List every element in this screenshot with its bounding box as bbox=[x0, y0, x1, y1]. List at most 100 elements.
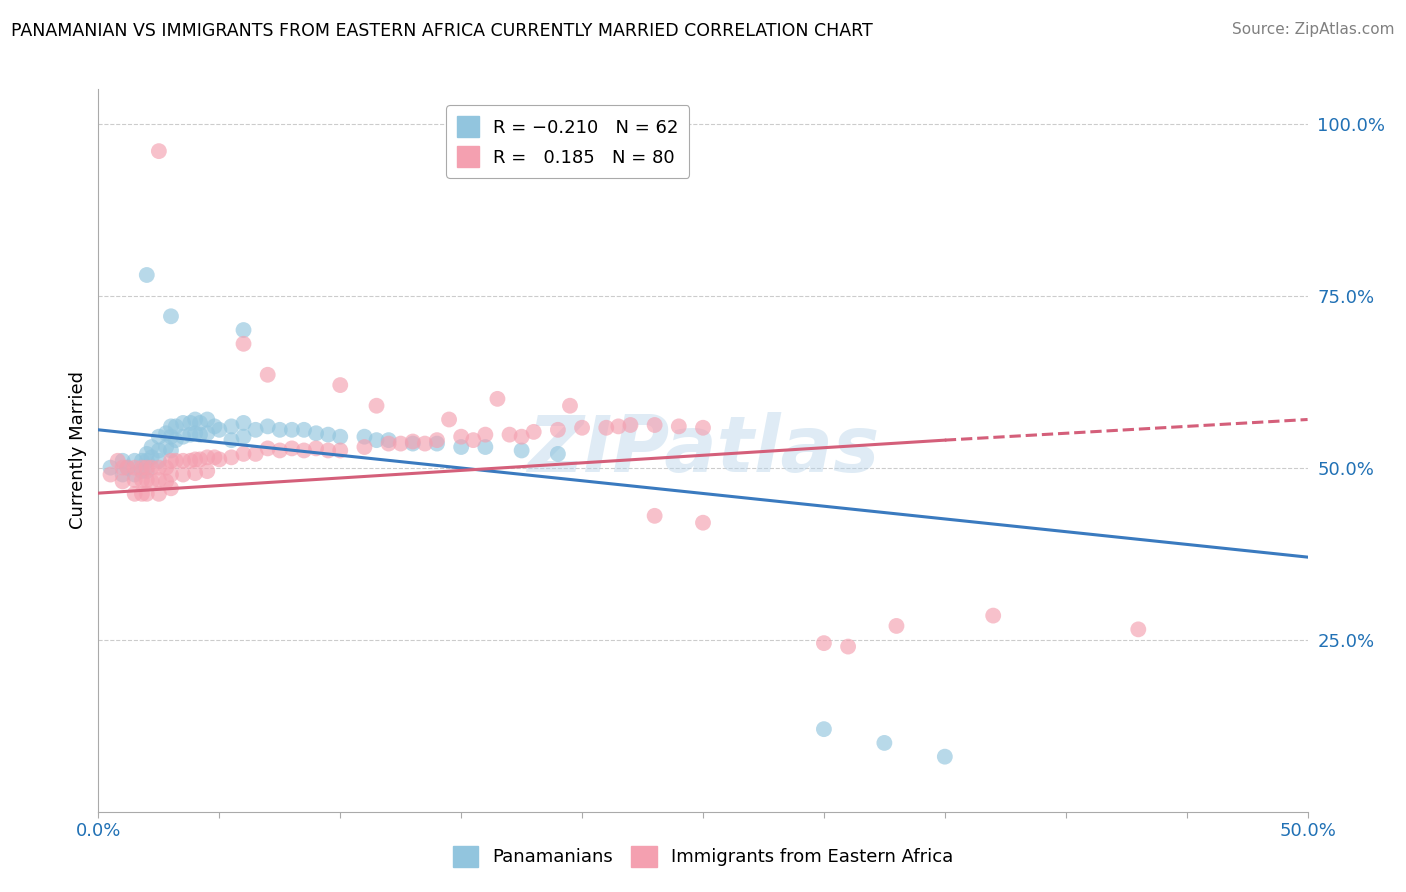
Point bbox=[111, 454, 134, 468]
Point bbox=[619, 417, 641, 432]
Point bbox=[269, 443, 291, 458]
Point bbox=[188, 427, 211, 442]
Point bbox=[329, 443, 352, 458]
Point bbox=[886, 619, 908, 633]
Point bbox=[281, 423, 304, 437]
Point bbox=[148, 473, 170, 487]
Point bbox=[155, 426, 177, 441]
Point bbox=[256, 419, 278, 434]
Point bbox=[135, 268, 157, 282]
Point bbox=[124, 487, 146, 501]
Point bbox=[981, 608, 1004, 623]
Point bbox=[184, 412, 207, 426]
Point bbox=[165, 454, 187, 468]
Point bbox=[316, 427, 339, 442]
Text: PANAMANIAN VS IMMIGRANTS FROM EASTERN AFRICA CURRENTLY MARRIED CORRELATION CHART: PANAMANIAN VS IMMIGRANTS FROM EASTERN AF… bbox=[11, 22, 873, 40]
Point bbox=[204, 419, 226, 434]
Point bbox=[195, 464, 218, 478]
Point bbox=[692, 516, 714, 530]
Point bbox=[353, 440, 375, 454]
Point bbox=[107, 454, 129, 468]
Point bbox=[510, 430, 533, 444]
Point bbox=[155, 475, 177, 489]
Point bbox=[165, 419, 187, 434]
Point bbox=[195, 426, 218, 441]
Point bbox=[426, 433, 449, 447]
Point bbox=[558, 399, 581, 413]
Point bbox=[486, 392, 509, 406]
Point bbox=[692, 421, 714, 435]
Point bbox=[135, 447, 157, 461]
Point bbox=[221, 450, 243, 465]
Point bbox=[498, 427, 520, 442]
Point bbox=[547, 423, 569, 437]
Point bbox=[100, 467, 122, 482]
Point bbox=[873, 736, 896, 750]
Point bbox=[111, 475, 134, 489]
Point bbox=[474, 427, 496, 442]
Point bbox=[124, 460, 146, 475]
Point bbox=[366, 433, 388, 447]
Point bbox=[204, 450, 226, 465]
Point bbox=[131, 464, 153, 478]
Point bbox=[172, 416, 194, 430]
Legend: R = −0.210   N = 62, R =   0.185   N = 80: R = −0.210 N = 62, R = 0.185 N = 80 bbox=[446, 105, 689, 178]
Point bbox=[135, 464, 157, 478]
Point bbox=[463, 433, 485, 447]
Point bbox=[402, 434, 425, 449]
Point bbox=[160, 310, 183, 324]
Point bbox=[148, 443, 170, 458]
Point bbox=[1128, 623, 1150, 637]
Point bbox=[281, 442, 304, 456]
Point bbox=[607, 419, 630, 434]
Point bbox=[269, 423, 291, 437]
Point bbox=[437, 412, 460, 426]
Point bbox=[208, 452, 231, 467]
Point bbox=[148, 487, 170, 501]
Point bbox=[148, 460, 170, 475]
Point bbox=[221, 419, 243, 434]
Point bbox=[256, 368, 278, 382]
Point bbox=[389, 436, 412, 450]
Point bbox=[353, 430, 375, 444]
Point bbox=[232, 323, 254, 337]
Point bbox=[172, 467, 194, 482]
Point bbox=[329, 430, 352, 444]
Point bbox=[165, 433, 187, 447]
Point bbox=[135, 460, 157, 475]
Point bbox=[184, 426, 207, 441]
Point bbox=[148, 144, 170, 158]
Point bbox=[366, 399, 388, 413]
Point bbox=[547, 447, 569, 461]
Point bbox=[160, 443, 183, 458]
Point bbox=[571, 421, 593, 435]
Point bbox=[245, 447, 267, 461]
Point bbox=[172, 454, 194, 468]
Point bbox=[160, 467, 183, 482]
Point bbox=[377, 436, 399, 450]
Point bbox=[135, 454, 157, 468]
Point bbox=[813, 636, 835, 650]
Point bbox=[124, 467, 146, 482]
Point bbox=[141, 450, 163, 465]
Point bbox=[141, 475, 163, 489]
Point bbox=[450, 440, 472, 454]
Text: Source: ZipAtlas.com: Source: ZipAtlas.com bbox=[1232, 22, 1395, 37]
Point bbox=[934, 749, 956, 764]
Point bbox=[245, 423, 267, 437]
Point bbox=[141, 440, 163, 454]
Point bbox=[148, 430, 170, 444]
Point bbox=[232, 447, 254, 461]
Point bbox=[377, 433, 399, 447]
Point bbox=[184, 466, 207, 480]
Point bbox=[305, 442, 328, 456]
Point bbox=[117, 460, 139, 475]
Point bbox=[668, 419, 690, 434]
Point bbox=[155, 460, 177, 475]
Point bbox=[179, 427, 201, 442]
Point bbox=[232, 336, 254, 351]
Point bbox=[837, 640, 859, 654]
Point bbox=[195, 450, 218, 465]
Point bbox=[160, 430, 183, 444]
Y-axis label: Currently Married: Currently Married bbox=[69, 371, 87, 530]
